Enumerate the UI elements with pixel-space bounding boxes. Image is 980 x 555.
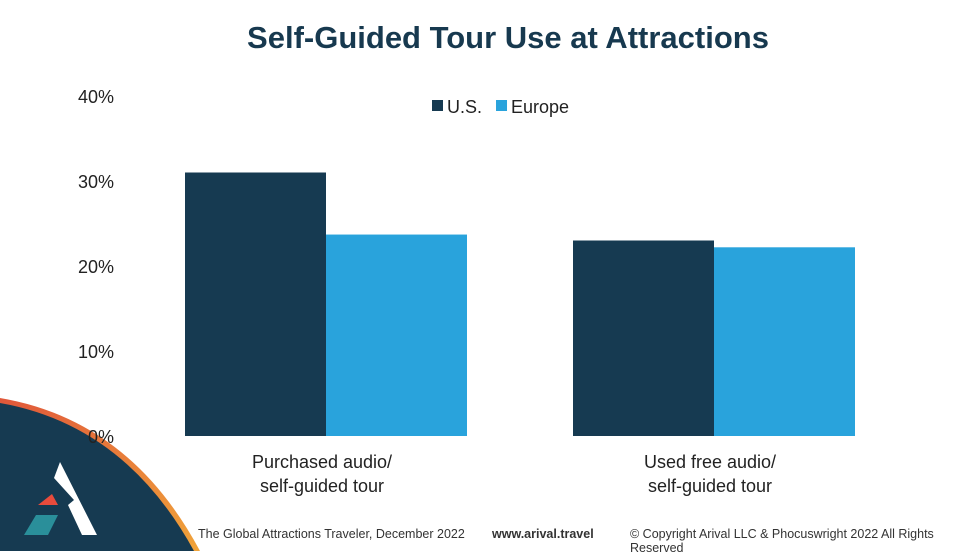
chart-title: Self-Guided Tour Use at Attractions: [247, 20, 769, 55]
legend-swatch: [496, 100, 508, 111]
x-category-label: Purchased audio/: [252, 452, 392, 472]
y-tick-label: 30%: [78, 172, 114, 192]
legend-swatch: [432, 100, 443, 111]
y-tick-label: 10%: [78, 342, 114, 362]
x-category-label: self-guided tour: [260, 476, 384, 496]
footer-source: The Global Attractions Traveler, Decembe…: [198, 527, 465, 541]
bar-europe-0: [326, 234, 467, 436]
bar-us-1: [573, 240, 714, 436]
arival-logo: [24, 462, 97, 535]
y-tick-label: 20%: [78, 257, 114, 277]
bar-us-0: [185, 172, 326, 436]
x-category-label: self-guided tour: [648, 476, 772, 496]
legend-label: U.S.: [447, 97, 482, 117]
y-tick-label: 0%: [88, 427, 114, 447]
footer-url[interactable]: www.arival.travel: [492, 527, 594, 541]
bar-europe-1: [714, 247, 855, 436]
y-tick-label: 40%: [78, 87, 114, 107]
x-category-label: Used free audio/: [644, 452, 776, 472]
legend-label: Europe: [511, 97, 569, 117]
